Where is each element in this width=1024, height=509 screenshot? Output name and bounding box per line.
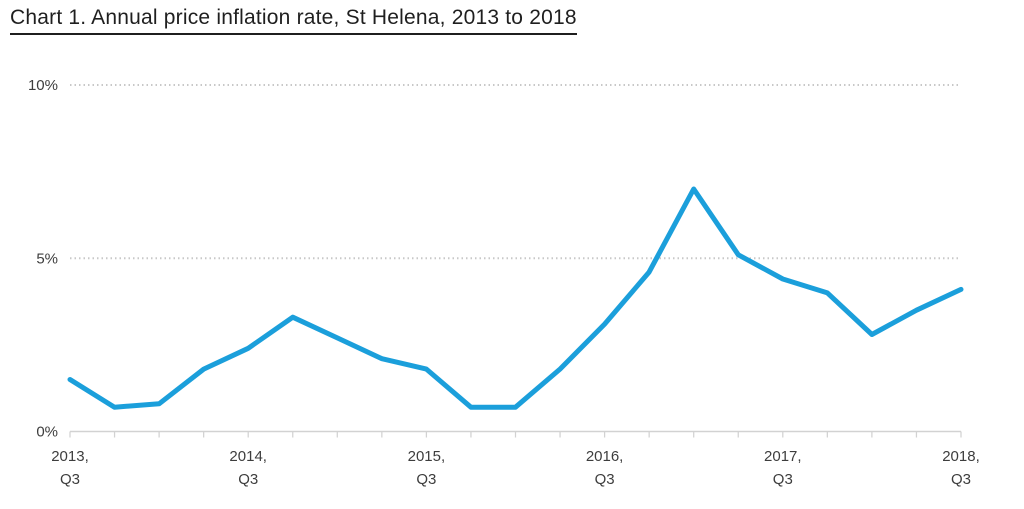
y-axis-label: 0% [36, 424, 58, 441]
x-axis [69, 430, 962, 438]
x-axis-label: 2014, Q3 [229, 448, 267, 488]
chart-header: Chart 1. Annual price inflation rate, St… [10, 6, 577, 35]
inflation-line [67, 186, 964, 410]
x-axis-label: 2015, Q3 [408, 448, 446, 488]
y-axis-label: 10% [28, 77, 58, 94]
x-axis-label: 2018, Q3 [942, 448, 980, 488]
x-axis-label: 2013, Q3 [51, 448, 89, 488]
series [67, 186, 964, 410]
x-axis-label: 2017, Q3 [764, 448, 802, 488]
y-axis-labels: 0% 5% 10% [28, 77, 58, 441]
y-axis-label: 5% [36, 250, 58, 267]
chart-title: Chart 1. Annual price inflation rate, St… [10, 6, 577, 35]
x-axis-label: 2016, Q3 [586, 448, 624, 488]
gridlines [70, 84, 961, 260]
x-axis-labels: 2013, Q3 2014, Q3 2015, Q3 2016, Q3 2017, Q3 2018,… [51, 448, 980, 488]
